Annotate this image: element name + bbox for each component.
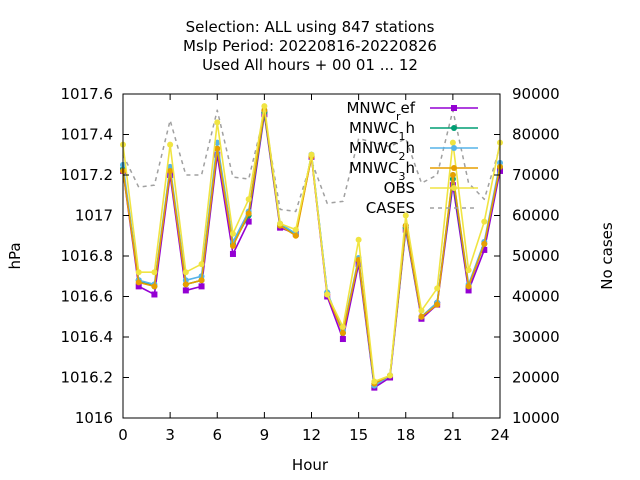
point-obs: [465, 267, 472, 274]
point-mnwc-3h: [245, 210, 252, 217]
title-line-2: Mslp Period: 20220816-20220826: [183, 37, 437, 55]
x-axis-label: Hour: [292, 456, 329, 474]
y-tick-label: 1017: [75, 207, 113, 225]
series-layer: [120, 103, 503, 391]
point-obs: [481, 218, 488, 225]
point-obs: [151, 269, 158, 276]
point-obs: [167, 141, 174, 148]
point-obs: [402, 212, 409, 219]
point-obs: [339, 323, 346, 330]
point-obs: [308, 151, 315, 158]
point-mnwc-ref: [198, 283, 205, 290]
point-mnwc-3h: [481, 240, 488, 247]
y-tick-label: 1017.4: [61, 126, 114, 144]
point-mnwc-3h: [465, 283, 472, 290]
point-mnwc-ref: [339, 336, 346, 343]
point-mnwc-3h: [198, 277, 205, 284]
x-tick-label: 15: [349, 426, 368, 444]
point-mnwc-3h: [449, 172, 456, 178]
x-tick-label: 3: [165, 426, 175, 444]
legend-marker-mnwc-2h: [451, 145, 457, 151]
y2-tick-label: 80000: [512, 126, 560, 144]
legend-marker-mnwc-1h: [451, 125, 457, 131]
point-obs: [182, 269, 189, 276]
point-mnwc-3h: [339, 329, 346, 336]
y2-tick-label: 10000: [512, 409, 560, 427]
point-mnwc-ref: [182, 287, 189, 294]
x-tick-label: 9: [260, 426, 270, 444]
point-obs: [277, 220, 284, 227]
point-mnwc-3h: [292, 232, 299, 239]
y2-tick-label: 60000: [512, 207, 560, 225]
point-mnwc-ref: [481, 246, 488, 253]
y2-tick-label: 20000: [512, 369, 560, 387]
title-line-3: Used All hours + 00 01 ... 12: [202, 56, 418, 74]
x-tick-label: 18: [396, 426, 415, 444]
point-mnwc-3h: [214, 145, 221, 152]
point-obs: [292, 226, 299, 233]
point-mnwc-3h: [182, 281, 189, 288]
tick-marks: 0 3 6 9 12 15 18 21 24 1016 1016.2 1016.4 1016.6 1016…: [61, 85, 560, 444]
point-obs: [371, 378, 378, 385]
point-mnwc-ref: [465, 287, 472, 294]
legend-label-obs: OBS: [384, 179, 415, 197]
x-tick-label: 0: [118, 426, 128, 444]
y-tick-label: 1016.4: [61, 328, 114, 346]
point-mnwc-3h: [418, 313, 425, 320]
y2-tick-label: 30000: [512, 328, 560, 346]
y-axis-label: hPa: [6, 242, 24, 269]
point-obs: [387, 372, 394, 379]
y-tick-label: 1016: [75, 409, 113, 427]
title-line-1: Selection: ALL using 847 stations: [186, 18, 435, 36]
point-obs: [261, 103, 268, 110]
point-obs: [434, 285, 441, 292]
point-mnwc-3h: [434, 301, 441, 308]
point-obs: [135, 269, 142, 276]
point-obs: [449, 139, 456, 146]
y-tick-label: 1017.6: [61, 85, 114, 103]
x-tick-label: 12: [302, 426, 321, 444]
legend-marker-mnwc-ref: [451, 105, 457, 111]
point-obs: [245, 196, 252, 203]
y-tick-label: 1016.8: [61, 247, 114, 265]
point-mnwc-3h: [151, 283, 158, 290]
point-mnwc-3h: [135, 279, 142, 286]
point-obs: [324, 291, 331, 298]
point-mnwc-ref: [151, 291, 158, 298]
point-mnwc-ref: [135, 283, 142, 290]
y2-axis-label: No cases: [598, 222, 616, 290]
point-mnwc-3h: [167, 167, 174, 174]
y2-tick-label: 50000: [512, 247, 560, 265]
x-tick-label: 6: [212, 426, 222, 444]
point-obs: [355, 236, 362, 243]
y-tick-label: 1016.6: [61, 288, 114, 306]
y-tick-label: 1016.2: [61, 369, 114, 387]
legend-label-cases: CASES: [366, 199, 415, 217]
y2-tick-label: 70000: [512, 166, 560, 184]
point-mnwc-ref: [245, 218, 252, 225]
legend-marker-mnwc-3h: [451, 165, 457, 171]
point-obs: [418, 307, 425, 314]
point-mnwc-ref: [229, 250, 236, 257]
point-obs: [229, 230, 236, 237]
y-tick-label: 1017.2: [61, 166, 114, 184]
point-obs: [198, 261, 205, 268]
x-tick-label: 24: [490, 426, 509, 444]
y2-tick-label: 90000: [512, 85, 560, 103]
legend-marker-obs: [451, 185, 457, 191]
y2-tick-label: 40000: [512, 288, 560, 306]
point-mnwc-3h: [229, 242, 236, 249]
x-tick-label: 21: [443, 426, 462, 444]
chart-title: Selection: ALL using 847 stations Mslp P…: [183, 18, 437, 74]
point-obs: [214, 119, 221, 126]
